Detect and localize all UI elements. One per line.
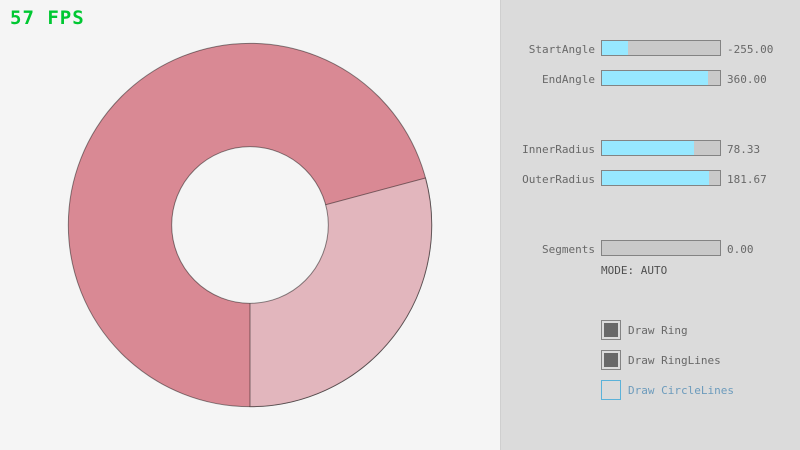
slider-endangle-fill <box>602 71 709 85</box>
slider-value-innerradius: 78.33 <box>727 143 761 156</box>
checkmark <box>604 353 618 367</box>
slider-outerradius[interactable] <box>601 170 721 186</box>
checkbox-draw-circlelines-box[interactable] <box>601 380 621 400</box>
checkbox-draw-ringlines-box[interactable] <box>601 350 621 370</box>
checkbox-draw-ring-label: Draw Ring <box>628 323 688 337</box>
slider-label-startangle: StartAngle <box>528 43 595 56</box>
slider-row-outerradius: OuterRadius 181.67 <box>501 170 800 186</box>
slider-startangle-fill <box>602 41 628 55</box>
slider-innerradius[interactable] <box>601 140 721 156</box>
slider-row-segments: Segments 0.00 <box>501 240 800 256</box>
checkbox-draw-ringlines-label: Draw RingLines <box>628 353 721 367</box>
checkbox-draw-circlelines[interactable]: Draw CircleLines <box>601 380 734 400</box>
checkbox-draw-circlelines-label: Draw CircleLines <box>628 383 734 397</box>
slider-label-segments: Segments <box>542 243 595 256</box>
slider-segments[interactable] <box>601 240 721 256</box>
slider-row-startangle: StartAngle -255.00 <box>501 40 800 56</box>
controls-panel: StartAngle -255.00 EndAngle 360.00 Inner… <box>500 0 800 450</box>
slider-outerradius-fill <box>602 171 710 185</box>
checkmark <box>604 383 618 397</box>
slider-endangle[interactable] <box>601 70 721 86</box>
slider-innerradius-fill <box>602 141 695 155</box>
slider-label-endangle: EndAngle <box>542 73 595 86</box>
slider-row-innerradius: InnerRadius 78.33 <box>501 140 800 156</box>
slider-startangle[interactable] <box>601 40 721 56</box>
slider-value-startangle: -255.00 <box>727 43 774 56</box>
checkmark <box>604 323 618 337</box>
checkbox-draw-ring[interactable]: Draw Ring <box>601 320 688 340</box>
ring-canvas <box>67 42 433 408</box>
slider-value-segments: 0.00 <box>727 243 754 256</box>
checkbox-draw-ring-box[interactable] <box>601 320 621 340</box>
slider-label-outerradius: OuterRadius <box>522 173 595 186</box>
checkbox-draw-ringlines[interactable]: Draw RingLines <box>601 350 721 370</box>
slider-row-endangle: EndAngle 360.00 <box>501 70 800 86</box>
ring-inner-hole <box>171 146 329 304</box>
slider-label-innerradius: InnerRadius <box>522 143 595 156</box>
slider-value-outerradius: 181.67 <box>727 173 767 186</box>
fps-counter: 57 FPS <box>10 7 85 29</box>
segments-mode-label: MODE: AUTO <box>601 264 668 277</box>
slider-value-endangle: 360.00 <box>727 73 767 86</box>
